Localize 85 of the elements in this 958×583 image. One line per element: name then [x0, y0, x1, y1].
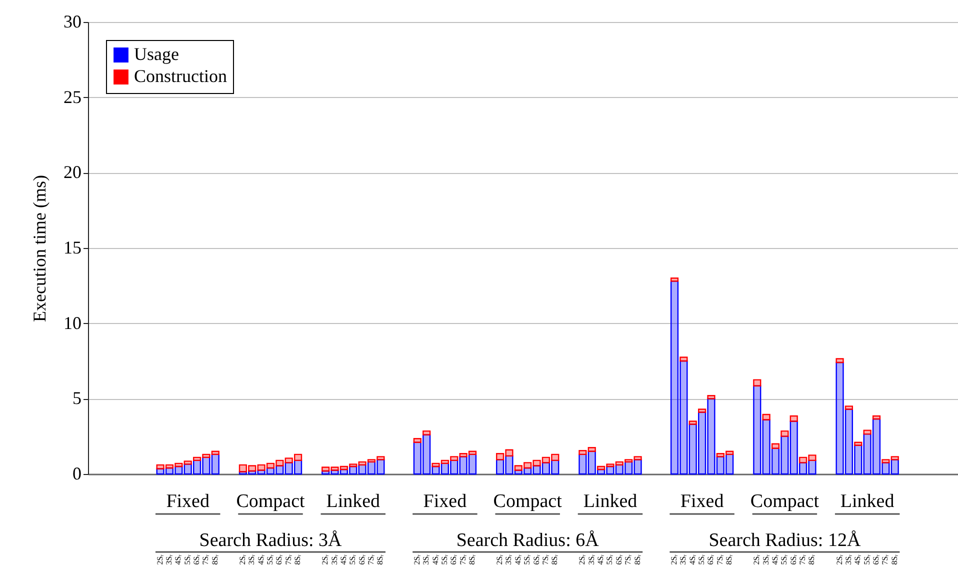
x-tick-label: 5Sᵣ	[697, 554, 706, 565]
x-tick-label: 8Sᵣ	[890, 554, 899, 565]
x-tick-label: 4Sᵣ	[688, 554, 697, 565]
text: Compact	[493, 491, 563, 512]
y-tick-label: 10	[64, 312, 82, 333]
text: Compact	[236, 491, 306, 512]
x-tick-label: 3Sᵣ	[247, 554, 256, 565]
text: Search Radius: 12Å	[708, 530, 861, 551]
x-tick-label: 8Sᵣ	[724, 554, 734, 565]
x-tick-label: 7Sᵣ	[715, 554, 724, 565]
x-tick-label: 7Sᵣ	[201, 554, 210, 565]
x-tick-label: 7Sᵣ	[284, 554, 293, 565]
x-tick-label: 5Sᵣ	[605, 554, 614, 565]
x-tick-label: 4Sᵣ	[174, 554, 183, 565]
y-axis-title: Execution time (ms)	[30, 175, 50, 322]
text: Fixed	[166, 491, 210, 512]
text: Linked	[583, 491, 638, 512]
text: Linked	[326, 491, 381, 512]
x-tick-label: 6Sᵣ	[872, 554, 881, 565]
x-tick-label: 7Sᵣ	[624, 554, 633, 565]
x-tick-label: 5Sᵣ	[182, 554, 192, 565]
x-tick-label: 5Sᵣ	[440, 554, 449, 565]
x-tick-label: 5Sᵣ	[780, 554, 789, 565]
x-tick-label: 5Sᵣ	[348, 554, 358, 565]
text: Fixed	[680, 491, 724, 512]
x-tick-label: 3Sᵣ	[678, 554, 688, 565]
x-tick-label: 3Sᵣ	[504, 554, 514, 565]
x-tick-label: 3Sᵣ	[761, 554, 770, 565]
x-tick-label: 6Sᵣ	[788, 554, 798, 565]
x-tick-label: 3Sᵣ	[844, 554, 853, 565]
legend-label: Usage	[134, 44, 179, 64]
x-tick-label: 3Sᵣ	[422, 554, 431, 565]
x-tick-label: 6Sᵣ	[532, 554, 541, 565]
x-tick-label: 7Sᵣ	[458, 554, 468, 565]
y-tick-label: 25	[64, 86, 82, 107]
text: Fixed	[423, 491, 468, 512]
y-tick-label: 30	[64, 12, 82, 32]
x-tick-label: 8Sᵣ	[210, 554, 220, 565]
x-tick-label: 8Sᵣ	[468, 554, 476, 565]
text: Compact	[750, 491, 820, 512]
y-tick-label: 5	[72, 388, 82, 408]
x-tick-label: 5Sᵣ	[265, 554, 274, 565]
x-tick-label: 4Sᵣ	[430, 554, 440, 565]
x-tick-label: 2Sᵣ	[834, 554, 844, 565]
y-tick-label: 15	[64, 238, 82, 258]
x-tick-label: 6Sᵣ	[614, 554, 624, 565]
text: Search Radius: 3Å	[199, 530, 342, 551]
x-tick-label: 4Sᵣ	[770, 554, 780, 565]
x-tick-label: 2Sᵣ	[320, 554, 330, 565]
x-tick-label: 2Sᵣ	[578, 554, 587, 565]
x-tick-label: 3Sᵣ	[164, 554, 174, 565]
x-tick-label: 2Sᵣ	[412, 554, 422, 565]
x-tick-label: 7Sᵣ	[540, 554, 550, 565]
x-tick-label: 4Sᵣ	[853, 554, 862, 565]
x-tick-label: 7Sᵣ	[798, 554, 808, 565]
x-tick-label: 6Sᵣ	[449, 554, 458, 565]
legend-label: Construction	[134, 66, 227, 86]
x-tick-label: 8Sᵣ	[632, 554, 642, 565]
x-tick-label: 6Sᵣ	[274, 554, 284, 565]
x-tick-label: 3Sᵣ	[330, 554, 339, 565]
x-tick-label: 4Sᵣ	[513, 554, 522, 565]
x-tick-label: 2Sᵣ	[670, 554, 679, 565]
x-tick-label: 2Sᵣ	[495, 554, 504, 565]
x-tick-label: 6Sᵣ	[357, 554, 366, 565]
text: Linked	[840, 491, 895, 512]
x-tick-label: 5Sᵣ	[522, 554, 532, 565]
x-tick-label: 8Sᵣ	[293, 554, 302, 565]
text: Search Radius: 6Å	[456, 530, 600, 551]
x-tick-label: 7Sᵣ	[366, 554, 376, 565]
x-tick-label: 2Sᵣ	[238, 554, 247, 565]
x-tick-label: 2Sᵣ	[155, 554, 164, 565]
x-tick-label: 3Sᵣ	[586, 554, 596, 565]
x-tick-label: 4Sᵣ	[338, 554, 348, 565]
y-tick-label: 0	[72, 464, 82, 484]
x-tick-label: 8Sᵣ	[550, 554, 560, 565]
x-tick-label: 6Sᵣ	[706, 554, 716, 565]
x-tick-label: 2Sᵣ	[752, 554, 762, 565]
x-tick-label: 7Sᵣ	[880, 554, 890, 565]
x-tick-label: 8Sᵣ	[376, 554, 385, 565]
x-tick-label: 6Sᵣ	[192, 554, 202, 565]
x-tick-label: 5Sᵣ	[862, 554, 872, 565]
x-tick-label: 4Sᵣ	[596, 554, 606, 565]
x-tick-label: 4Sᵣ	[256, 554, 266, 565]
x-tick-label: 8Sᵣ	[807, 554, 816, 565]
y-tick-label: 20	[64, 162, 82, 182]
